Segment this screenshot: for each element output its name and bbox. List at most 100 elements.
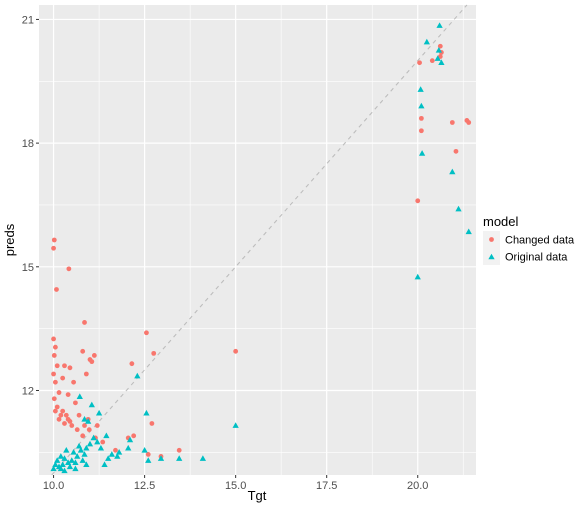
point-original-data-5 — [436, 22, 443, 28]
point-changed-data-34 — [176, 447, 182, 453]
point-original-data-17 — [143, 409, 150, 416]
legend-title: model — [483, 214, 519, 229]
x-tick-label-1: 12.5 — [134, 480, 155, 492]
point-changed-data-2 — [54, 287, 59, 292]
point-changed-data-10 — [56, 390, 62, 395]
point-changed-data-1 — [51, 245, 56, 251]
point-changed-data-38 — [100, 439, 106, 445]
point-original-data-40 — [64, 459, 72, 465]
point-original-data-36 — [72, 459, 79, 465]
point-changed-data-53 — [56, 416, 62, 422]
point-changed-data-58 — [429, 58, 435, 64]
identity-reference-line — [51, 4, 468, 476]
point-original-data-47 — [52, 461, 59, 468]
reference-line-layer — [51, 4, 468, 476]
point-changed-data-17 — [83, 371, 89, 377]
axis-ticks: 10.0 12.5 15.0 17.5 20.0 12 15 18 21 — [22, 14, 429, 492]
y-tick-label-1: 15 — [22, 262, 34, 274]
point-original-data-3 — [417, 86, 424, 92]
legend-label-changed: Changed data — [505, 235, 575, 247]
point-changed-data-3 — [66, 266, 72, 272]
point-original-data-42 — [61, 455, 68, 461]
point-changed-data-29 — [151, 350, 157, 356]
point-original-data-41 — [63, 446, 70, 453]
point-changed-data-8 — [51, 371, 56, 377]
point-original-data-53 — [95, 409, 103, 416]
point-changed-data-27 — [129, 361, 135, 367]
point-changed-data-45 — [54, 404, 60, 410]
point-original-data-23 — [114, 453, 121, 459]
point-original-data-27 — [94, 438, 101, 445]
legend: model Changed data Original data — [483, 214, 575, 265]
point-original-data-50 — [88, 401, 95, 408]
point-changed-data-55 — [418, 128, 424, 134]
point-changed-data-48 — [60, 408, 66, 414]
point-changed-data-30 — [233, 348, 239, 354]
point-original-data-56 — [61, 467, 68, 474]
x-axis-title: Tgt — [248, 488, 267, 503]
point-changed-data-26 — [65, 392, 71, 398]
point-original-data-28 — [90, 434, 97, 441]
point-original-data-44 — [57, 453, 64, 459]
point-original-data-13 — [199, 455, 207, 461]
point-changed-data-25 — [69, 423, 75, 428]
legend-markers — [488, 237, 495, 260]
point-changed-data-31 — [149, 421, 155, 426]
point-changed-data-41 — [80, 433, 86, 439]
point-original-data-37 — [70, 449, 77, 455]
point-original-data-18 — [141, 446, 148, 453]
plot-panel — [39, 5, 476, 475]
point-changed-data-56 — [418, 115, 424, 121]
x-tick-label-4: 20.0 — [407, 480, 428, 492]
point-changed-data-62 — [449, 120, 455, 125]
point-original-data-31 — [81, 451, 88, 457]
point-changed-data-20 — [91, 353, 97, 358]
point-original-data-59 — [101, 461, 108, 468]
point-changed-data-46 — [58, 412, 64, 418]
point-original-data-54 — [103, 432, 110, 439]
point-original-data-15 — [157, 455, 165, 461]
point-changed-data-43 — [74, 427, 80, 433]
legend-marker-changed-data — [489, 237, 494, 242]
y-tick-label-0: 12 — [22, 385, 34, 397]
point-original-data-4 — [423, 38, 430, 45]
point-changed-data-59 — [437, 43, 443, 49]
point-original-data-9 — [449, 168, 456, 175]
point-original-data-25 — [105, 455, 112, 461]
point-original-data-57 — [72, 465, 79, 472]
point-changed-data-7 — [54, 363, 60, 369]
point-original-data-46 — [54, 457, 61, 463]
series-original-data — [50, 22, 472, 474]
point-original-data-19 — [134, 372, 141, 379]
point-changed-data-35 — [145, 451, 151, 457]
point-changed-data-5 — [52, 344, 58, 350]
point-changed-data-49 — [63, 412, 69, 418]
point-changed-data-19 — [89, 359, 95, 365]
point-changed-data-4 — [51, 336, 56, 342]
x-tick-label-0: 10.0 — [43, 480, 64, 492]
point-original-data-20 — [126, 436, 134, 443]
y-tick-label-3: 21 — [22, 14, 34, 26]
point-original-data-1 — [418, 150, 426, 156]
point-original-data-8 — [438, 59, 445, 66]
point-original-data-14 — [176, 455, 183, 461]
y-tick-label-2: 18 — [22, 138, 34, 150]
point-original-data-21 — [125, 444, 132, 451]
point-changed-data-28 — [144, 330, 149, 336]
x-tick-label-2: 15.0 — [225, 480, 246, 492]
point-changed-data-51 — [67, 419, 73, 424]
point-original-data-34 — [75, 442, 83, 449]
point-original-data-10 — [455, 205, 462, 212]
point-original-data-43 — [59, 461, 66, 468]
point-changed-data-15 — [80, 348, 86, 354]
point-changed-data-44 — [51, 396, 57, 402]
point-original-data-7 — [434, 55, 441, 61]
point-changed-data-65 — [466, 120, 472, 125]
point-changed-data-21 — [73, 400, 78, 406]
point-changed-data-22 — [76, 412, 82, 418]
legend-label-original: Original data — [505, 252, 568, 264]
point-original-data-29 — [86, 440, 94, 447]
point-changed-data-63 — [453, 148, 459, 154]
point-original-data-0 — [414, 273, 421, 280]
